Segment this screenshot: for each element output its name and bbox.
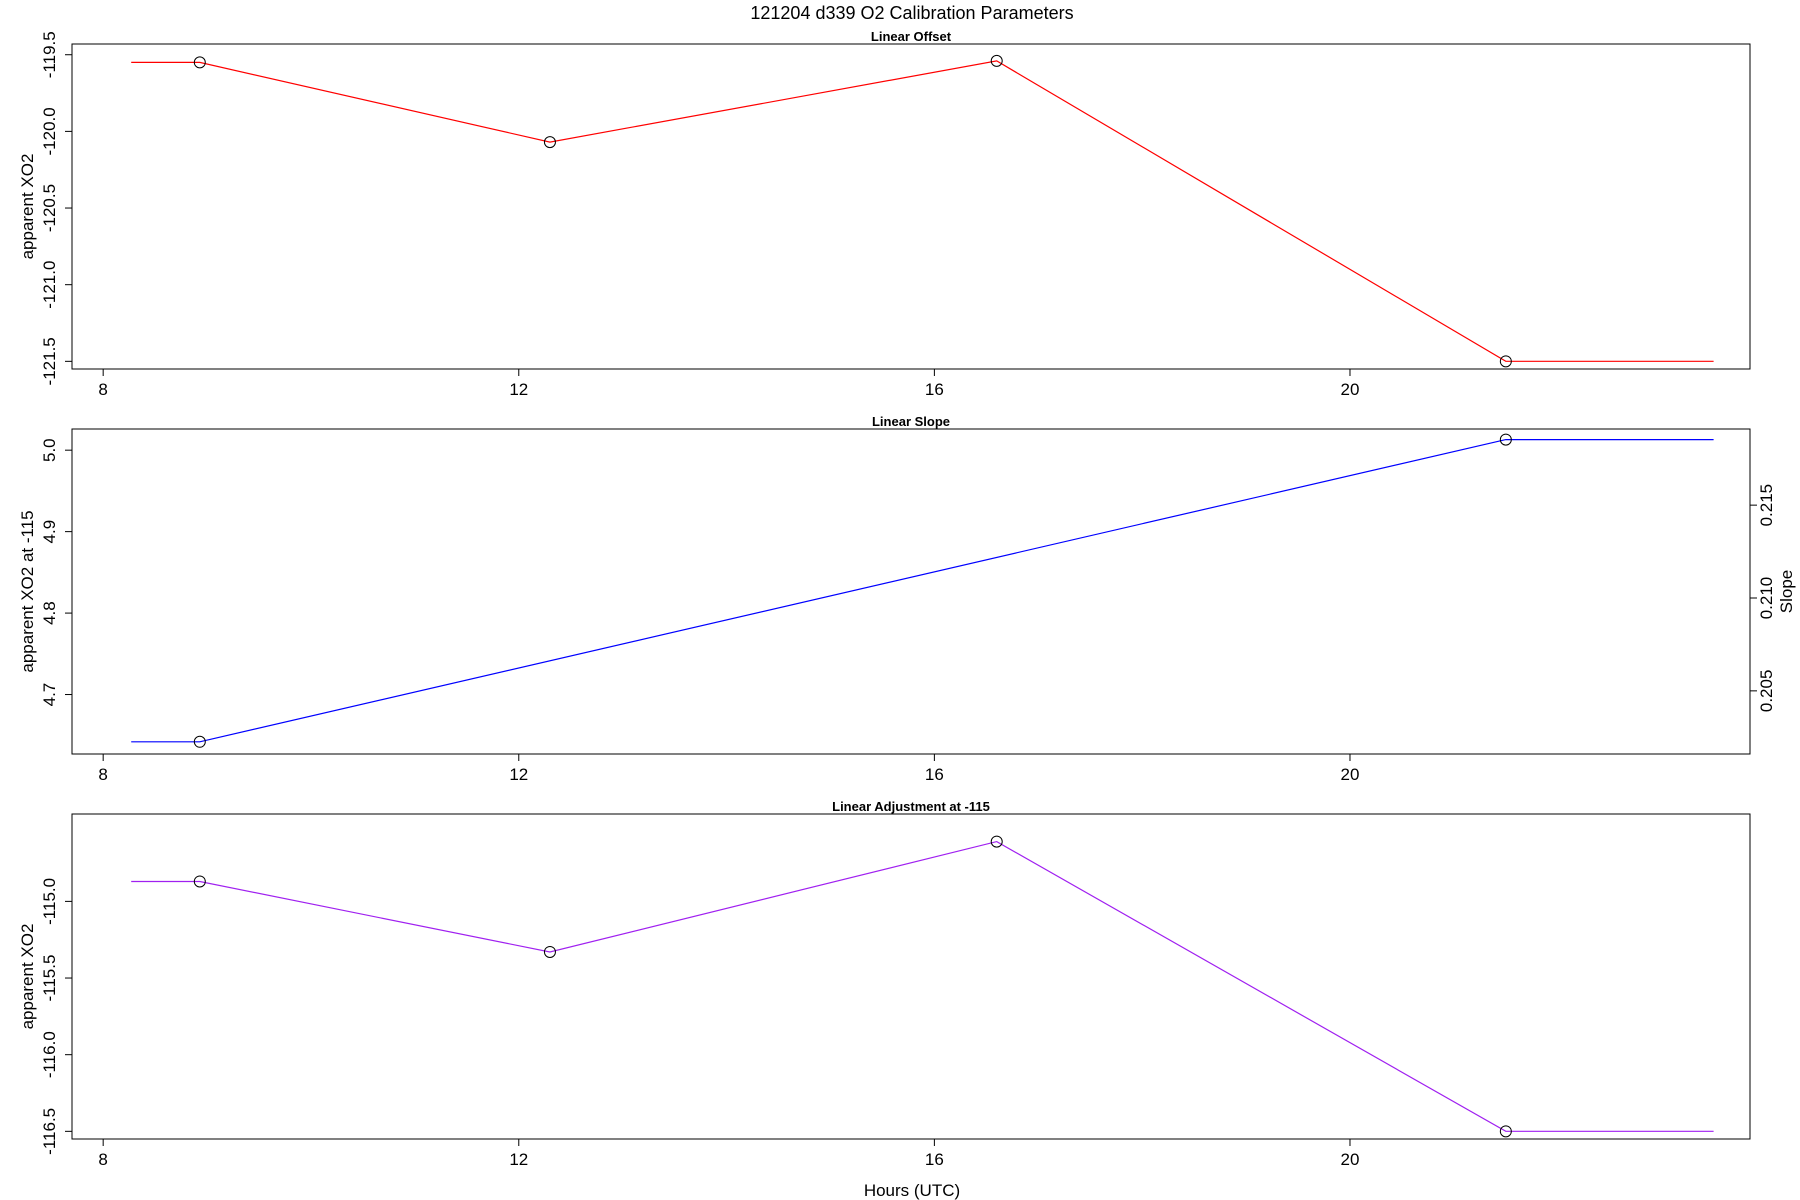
offset-x-tick-label: 12: [509, 380, 528, 399]
offset-panel-title: Linear Offset: [871, 29, 952, 44]
offset-data-point: [543, 136, 556, 149]
offset-data-point: [990, 54, 1003, 67]
adjustment-series-line: [131, 840, 1714, 1132]
offset-y-tick-label: -121.5: [40, 337, 59, 385]
chart-panels: Linear Offset 8 12 16 20 -119.5 -120.0 -120.5 -1…: [18, 29, 1796, 1169]
offset-x-tick-label: 20: [1341, 380, 1360, 399]
offset-y-tick-label: -121.0: [40, 261, 59, 309]
slope-y-tick-label: 4.7: [40, 683, 59, 707]
slope-x-tick-label: 20: [1341, 765, 1360, 784]
adjustment-y-tick-label: -116.0: [40, 1031, 59, 1078]
offset-y-axis-label: apparent XO2: [18, 154, 37, 260]
adjustment-x-tick-label: 16: [925, 1150, 944, 1169]
slope-data-point: [193, 735, 206, 748]
slope-y-tick-label: 5.0: [40, 438, 59, 462]
slope-y-tick-label: 4.9: [40, 520, 59, 544]
slope-plot-frame: [71, 428, 1751, 755]
adjustment-plot-frame: [71, 813, 1751, 1140]
offset-series-line: [131, 60, 1714, 362]
slope-y-axis-label: apparent XO2 at -115: [18, 510, 37, 672]
offset-y-tick-label: -119.5: [40, 31, 59, 78]
slope-data-point: [1499, 433, 1512, 446]
adjustment-y-tick-label: -115.5: [40, 955, 59, 1002]
x-axis-label: Hours (UTC): [864, 1181, 960, 1200]
adjustment-y-axis-label: apparent XO2: [18, 924, 37, 1030]
offset-y-tick-label: -120.0: [40, 107, 59, 155]
figure-title: 121204 d339 O2 Calibration Parameters: [750, 3, 1073, 23]
offset-x-tick-label: 8: [98, 380, 107, 399]
slope-panel: Linear Slope 8 12 16 20 4.7 4.8 4.9 5.0 apparent …: [18, 414, 1796, 784]
adjustment-data-point: [1499, 1125, 1512, 1138]
adjustment-panel: Linear Adjustment at -115 8 12 16 20 -115.0 -1…: [18, 799, 1751, 1169]
offset-plot-frame: [71, 43, 1751, 370]
slope-y2-tick-label: 0.210: [1757, 577, 1776, 620]
slope-x-tick-label: 12: [509, 765, 528, 784]
slope-y2-tick-label: 0.215: [1757, 484, 1776, 527]
slope-x-tick-label: 16: [925, 765, 944, 784]
slope-x-tick-label: 8: [98, 765, 107, 784]
slope-y-tick-label: 4.8: [40, 601, 59, 625]
slope-series-line: [131, 439, 1714, 743]
adjustment-x-tick-label: 8: [98, 1150, 107, 1169]
adjustment-data-point: [193, 875, 206, 888]
adjustment-data-point: [543, 945, 556, 958]
offset-x-tick-label: 16: [925, 380, 944, 399]
offset-y-tick-label: -120.5: [40, 184, 59, 232]
adjustment-x-tick-label: 12: [509, 1150, 528, 1169]
offset-panel: Linear Offset 8 12 16 20 -119.5 -120.0 -120.5 -1…: [18, 29, 1751, 399]
offset-data-point: [1499, 355, 1512, 368]
slope-y2-tick-label: 0.205: [1757, 670, 1776, 713]
adjustment-x-tick-label: 20: [1341, 1150, 1360, 1169]
slope-y2-axis-label: Slope: [1777, 570, 1796, 613]
adjustment-y-tick-label: -116.5: [40, 1108, 59, 1155]
slope-panel-title: Linear Slope: [872, 414, 950, 429]
adjustment-y-tick-label: -115.0: [40, 878, 59, 925]
adjustment-panel-title: Linear Adjustment at -115: [832, 799, 990, 814]
adjustment-data-point: [990, 835, 1003, 848]
offset-data-point: [193, 56, 206, 69]
